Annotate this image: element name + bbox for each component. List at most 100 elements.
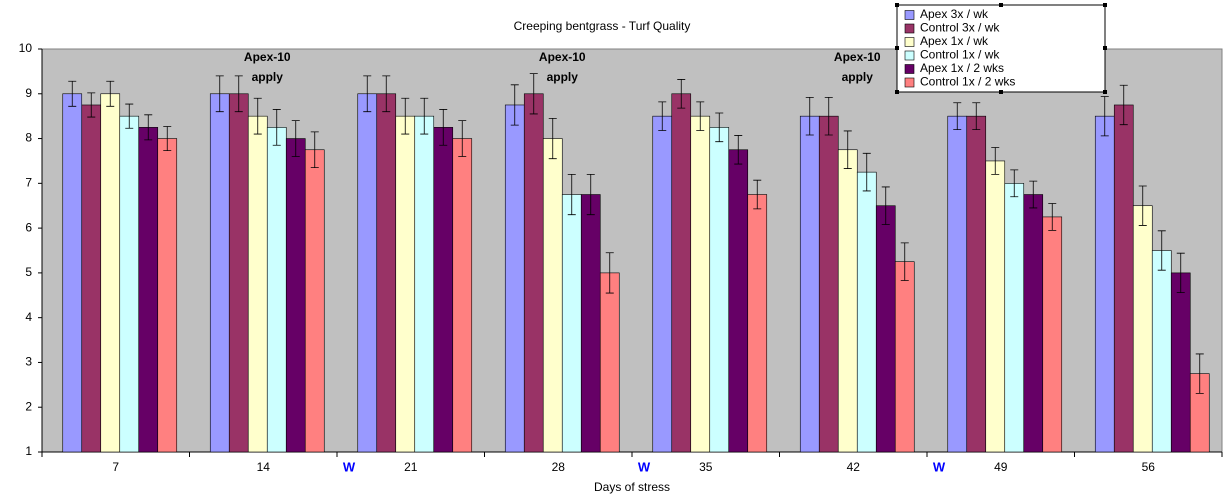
legend-handle [895,3,899,7]
error-bar [734,135,743,165]
error-bar [234,75,243,113]
error-bar [1176,252,1185,293]
legend-handle [1103,46,1107,50]
x-tick-label: 35 [699,460,713,474]
bar [671,93,692,453]
bar [985,160,1006,453]
bar [1151,250,1172,453]
error-bar [548,118,557,160]
error-bar [529,73,538,115]
annotation: apply [842,70,874,84]
error-bar [439,109,448,146]
bar [728,149,749,453]
error-bar [215,75,224,113]
y-tick-label: 8 [25,131,32,145]
error-bar [824,96,833,136]
bar [119,115,140,453]
legend-label: Control 1x / 2 wks [920,75,1015,89]
bar [599,272,620,453]
bar [1004,183,1025,453]
bar [62,93,83,453]
annotation: Apex-10 [244,50,291,64]
legend-label: Apex 3x / wk [920,7,989,21]
error-bar [510,84,519,126]
error-bar [586,173,595,216]
bar [433,127,454,453]
error-bar [805,96,814,136]
x-tick-label: 28 [552,460,566,474]
x-tick-label: 42 [847,460,861,474]
annotation: apply [547,70,579,84]
x-tick-label: 49 [994,460,1008,474]
y-tick-label: 1 [25,444,32,458]
error-bar [900,242,909,281]
bar [1042,216,1063,453]
legend-label: Apex 1x / 2 wks [920,61,1004,75]
bar [266,127,287,453]
error-bar [420,97,429,135]
bar [709,127,730,453]
error-bar [1195,353,1204,394]
error-bar [106,80,115,107]
y-tick-label: 10 [19,41,33,55]
bar [947,115,968,453]
bar [894,261,915,453]
legend-handle [1103,90,1107,94]
legend-swatch [904,37,915,47]
error-bar [1100,96,1109,137]
bar [100,93,121,453]
legend-handle [895,46,899,50]
legend-label: Control 1x / wk [920,48,1000,62]
bar [1170,272,1191,453]
y-tick-label: 4 [25,310,32,324]
y-tick-label: 2 [25,399,32,413]
bar [304,149,325,453]
bar [81,104,102,453]
x-tick-label: 7 [112,460,119,474]
annotation: Apex-10 [539,50,586,64]
bar [875,205,896,453]
bar [285,138,306,453]
bar [747,194,768,453]
error-bar [310,131,319,169]
error-bar [125,103,134,129]
error-bar [1138,185,1147,226]
error-bar [605,252,614,294]
annotation: Apex-10 [834,50,881,64]
error-bar [1029,180,1038,209]
bar [966,115,987,453]
bar [414,115,435,453]
bar [247,115,268,453]
error-bar [458,120,467,157]
legend-swatch [904,64,915,74]
bar [504,104,525,453]
legend-handle [999,3,1003,7]
bar [542,138,563,453]
error-bar [1119,84,1128,126]
bar [452,138,473,453]
bar [376,93,397,453]
error-bar [1048,203,1057,231]
annotation: apply [252,70,284,84]
error-bar [68,80,77,107]
error-bar [291,120,300,157]
error-bar [272,109,281,146]
error-bar [843,130,852,169]
error-bar [253,97,262,135]
legend-swatch [904,10,915,20]
legend-handle [1103,3,1107,7]
y-tick-label: 3 [25,355,32,369]
error-bar [753,179,762,210]
chart-title: Creeping bentgrass - Turf Quality [514,19,691,33]
x-tick-label: 21 [404,460,418,474]
error-bar [715,112,724,143]
bar [856,171,877,453]
legend-swatch [904,23,915,34]
x-tick-label: 56 [1142,460,1156,474]
x-tick-label: 14 [257,460,271,474]
error-bar [658,101,667,131]
error-bar [991,147,1000,175]
bar [580,194,601,453]
y-tick-label: 9 [25,86,32,100]
